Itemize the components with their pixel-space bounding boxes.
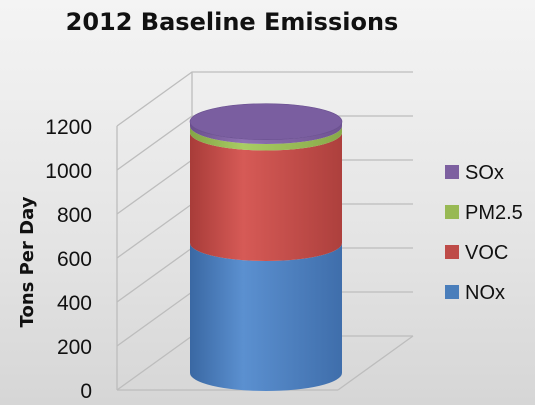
y-tick-label: 200 — [57, 336, 92, 359]
y-tick-label: 600 — [57, 248, 92, 271]
legend-label-sox: SOx — [465, 162, 504, 184]
y-tick-label: 800 — [57, 204, 92, 227]
cylinder-segment-voc — [190, 132, 342, 261]
gridline — [116, 115, 413, 171]
legend-swatch-pm25 — [445, 205, 459, 219]
legend-swatch-voc — [445, 245, 459, 259]
y-axis-label: Tons Per Day — [17, 196, 38, 327]
cylinder-segment-pm25 — [190, 126, 342, 151]
chart-title: 2012 Baseline Emissions — [66, 8, 399, 36]
floor-side-edge — [337, 335, 414, 391]
gridline — [116, 71, 413, 127]
legend-label-voc: VOC — [465, 242, 508, 264]
legend-label-pm25: PM2.5 — [465, 202, 523, 224]
cylinder-segment-nox — [190, 243, 342, 391]
cylinder-segment-sox — [190, 121, 342, 144]
legend-label-nox: NOx — [465, 282, 505, 304]
y-tick-label: 0 — [80, 380, 92, 403]
cylinder-top-cap — [189, 103, 343, 140]
y-tick-label: 400 — [57, 292, 92, 315]
legend-swatch-sox — [445, 165, 459, 179]
legend-swatch-nox — [445, 285, 459, 299]
y-tick-label: 1000 — [45, 160, 92, 183]
y-tick-label: 1200 — [45, 116, 92, 139]
